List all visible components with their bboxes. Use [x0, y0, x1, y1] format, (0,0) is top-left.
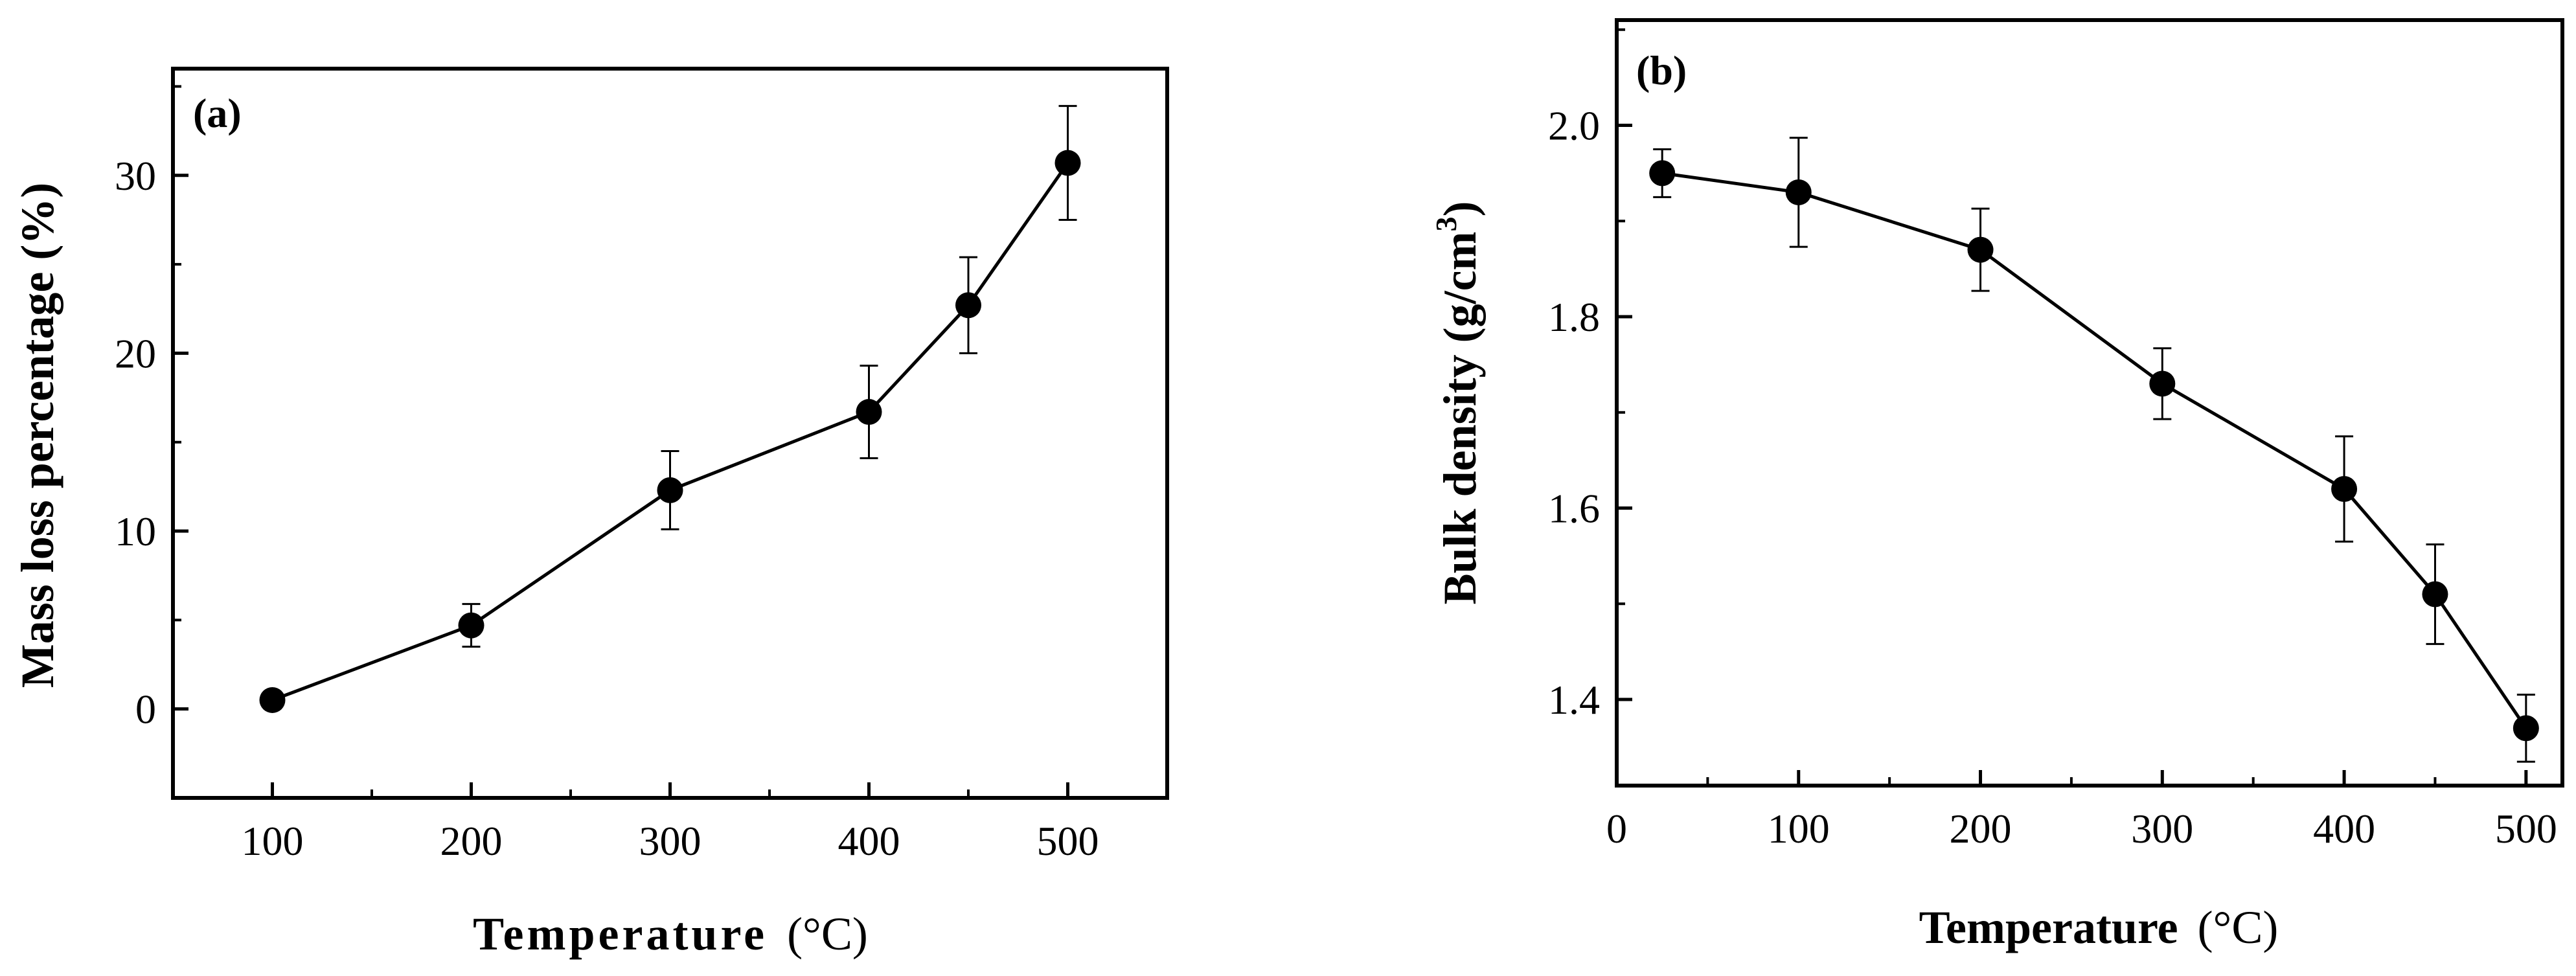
panel-a-data-point: [1054, 150, 1081, 176]
panel-a-x-tick-label: 400: [838, 818, 900, 864]
panel-a-series-line: [271, 162, 1069, 702]
panel-b-ticks: 0 100 200 300 400 500 1.4 1.6 1.8 2.0: [1548, 28, 2557, 852]
panel-a-y-tick-label: 20: [115, 330, 156, 376]
panel-b-x-tick-label: 0: [1606, 806, 1627, 852]
panel-a-y-tick-label: 10: [115, 508, 156, 554]
panel-b-x-tick-label: 100: [1768, 806, 1830, 852]
panel-b-y-axis-superscript: 3: [1430, 216, 1463, 231]
panel-a-x-tick-label: 500: [1037, 818, 1099, 864]
panel-a-x-axis-unit: (°C): [787, 908, 868, 960]
panel-a-data-point: [856, 399, 882, 426]
panel-a-label: (a): [193, 90, 242, 136]
panel-a-data-point: [657, 477, 683, 503]
panel-a-y-tick-label: 30: [115, 153, 156, 199]
panel-b-label: (b): [1636, 47, 1687, 93]
panel-b-x-axis-title: Temperature: [1919, 902, 2178, 953]
panel-b-y-tick-label: 1.4: [1548, 677, 1600, 723]
panel-b-x-tick-label: 400: [2313, 806, 2375, 852]
panel-a-data-point: [955, 292, 981, 319]
panel-a-data-point: [259, 687, 286, 713]
panel-b-data-point: [2149, 370, 2176, 397]
panel-a-x-tick-label: 200: [440, 818, 503, 864]
panel-b-data-point: [2331, 475, 2358, 502]
panel-b-y-tick-label: 1.8: [1548, 294, 1600, 340]
panel-a-data-point: [458, 612, 484, 639]
panel-b-x-axis-unit: (°C): [2198, 902, 2279, 953]
panel-a-x-tick-label: 100: [242, 818, 304, 864]
panel-b-data-point: [1649, 160, 1676, 187]
panel-b-y-axis-label: Bulk density (g/cm3): [1430, 201, 1486, 604]
panel-b-y-tick-label: 1.6: [1548, 486, 1600, 532]
panel-b-series-line: [1661, 171, 2527, 729]
panel-a-y-axis-label: Mass loss percentage (%): [12, 183, 63, 688]
panel-a-x-axis-title: Temperature: [473, 908, 768, 960]
panel-b-plot-frame: [1615, 18, 2564, 788]
panel-b-series: [1649, 137, 2539, 763]
panel-b-x-axis-label: Temperature (°C): [1919, 902, 2279, 953]
panel-b-x-tick-label: 300: [2131, 806, 2193, 852]
panel-a-series: [259, 105, 1081, 713]
panel-b-data-point: [2513, 715, 2539, 742]
panel-b-chart: (b) 0 100 200 300 400 500 1.4 1.6 1.8 2.0 Bulk de…: [1430, 18, 2564, 953]
panel-b-data-point: [1967, 236, 1994, 263]
panel-b-y-axis-title: Bulk density (g/cm: [1434, 231, 1486, 604]
panel-a-plot-frame: [171, 67, 1169, 800]
panel-a-y-tick-label: 0: [135, 687, 156, 732]
panel-a-chart: (a) 100 200 300 400 500 0 10 20 30 Mass loss per…: [12, 67, 1169, 960]
panel-b-y-axis-suffix: ): [1434, 201, 1486, 216]
panel-a-x-tick-label: 300: [639, 818, 701, 864]
panel-b-x-tick-label: 200: [1950, 806, 2012, 852]
panel-b-x-tick-label: 500: [2495, 806, 2557, 852]
panel-b-data-point: [1785, 179, 1812, 205]
panel-a-x-axis-label: Temperature (°C): [473, 908, 868, 960]
panel-b-data-point: [2422, 581, 2448, 607]
panel-b-y-tick-label: 2.0: [1548, 103, 1600, 149]
panel-a-ticks: 100 200 300 400 500 0 10 20 30: [115, 85, 1099, 864]
